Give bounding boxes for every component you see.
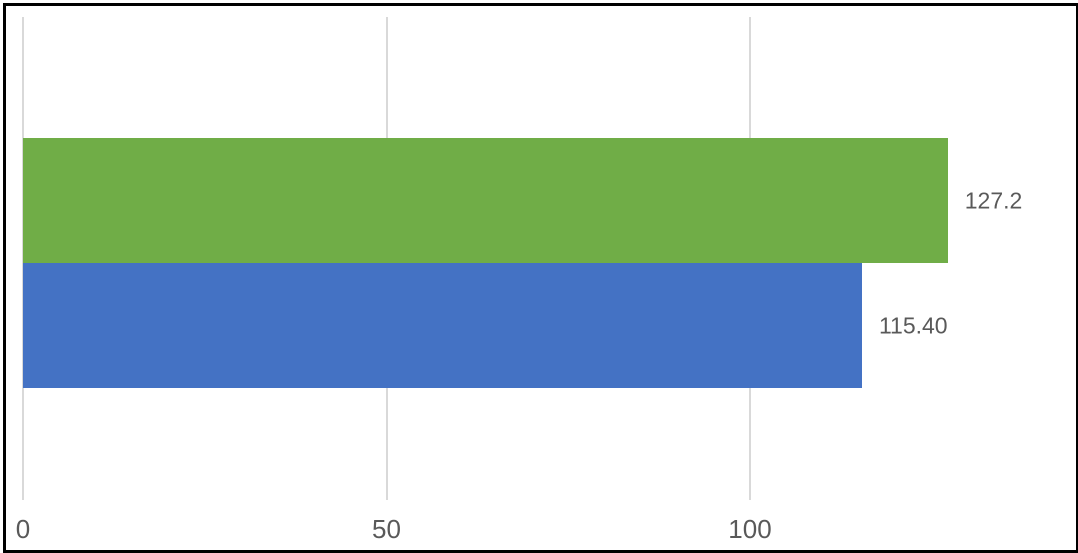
data-label-series-1: 115.40 <box>878 312 948 338</box>
x-tick-label-50: 50 <box>372 514 401 544</box>
bar-chart: 0 50 100 115.40 127.2 <box>3 3 1078 553</box>
data-label-series-2: 127.2 <box>964 187 1023 213</box>
x-tick-label-100: 100 <box>728 514 772 544</box>
x-tick-label-0: 0 <box>15 514 31 544</box>
bar-series-1 <box>23 263 862 388</box>
bar-series-2 <box>23 138 948 263</box>
